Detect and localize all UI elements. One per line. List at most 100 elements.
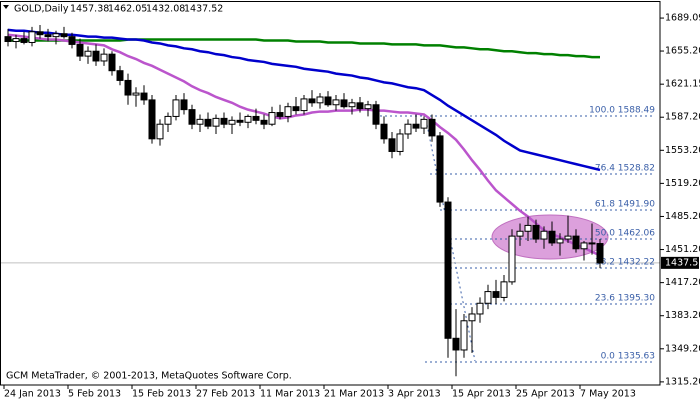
candle-body <box>388 138 396 152</box>
candle-body <box>196 118 204 125</box>
candle-body <box>12 38 20 43</box>
y-tick-label: 1689.09 <box>665 13 700 24</box>
header-high: 1462.05 <box>108 4 147 15</box>
header-low: 1432.08 <box>146 4 185 15</box>
y-tick-label: 1553.20 <box>665 145 700 156</box>
y-tick-label: 1451.20 <box>665 244 700 255</box>
candle-body <box>596 243 604 264</box>
candle-body <box>300 98 308 112</box>
candle-body <box>28 31 36 43</box>
candle-body <box>460 320 468 351</box>
candle-body <box>508 235 516 283</box>
candle-body <box>228 119 236 125</box>
candle-body <box>372 104 380 125</box>
candle-body <box>52 33 60 38</box>
candle-body <box>164 115 172 125</box>
y-tick-label: 1621.15 <box>665 79 700 90</box>
candle-body <box>156 123 164 140</box>
candle-body <box>60 33 68 38</box>
x-tick-label: 15 Apr 2013 <box>452 389 511 400</box>
x-tick-label: 7 May 2013 <box>580 389 636 400</box>
candle-body <box>412 123 420 129</box>
candle-body <box>100 53 108 62</box>
candle-body <box>500 281 508 298</box>
candle-body <box>20 38 28 43</box>
y-tick-label: 1315.20 <box>665 376 700 387</box>
candle-body <box>212 117 220 127</box>
candle-body <box>340 99 348 108</box>
candle-body <box>436 135 444 203</box>
y-tick-label: 1417.20 <box>665 277 700 288</box>
candle-body <box>404 123 412 135</box>
candle-body <box>364 104 372 110</box>
candle-body <box>76 43 84 57</box>
candle-body <box>108 53 116 72</box>
moving-average <box>7 33 601 257</box>
symbol: GOLD,Daily <box>14 4 69 15</box>
y-tick-label: 1349.20 <box>665 343 700 354</box>
candle-body <box>476 302 484 315</box>
candle-body <box>356 102 364 110</box>
plot: 100.0 1588.49 76.4 1528.82 61.8 1491.90 50.… <box>0 24 660 377</box>
x-tick-label: 24 Jan 2013 <box>4 389 61 400</box>
y-tick-label: 1519.20 <box>665 178 700 189</box>
candle-body <box>124 79 132 96</box>
candle-body <box>428 118 436 137</box>
y-tick-label: 1485.20 <box>665 211 700 222</box>
candle-body <box>244 115 252 123</box>
candle-body <box>580 242 588 250</box>
candle-body <box>292 106 300 112</box>
candle-body <box>516 230 524 237</box>
candle-body <box>308 98 316 104</box>
fib-label: 50.0 1462.06 <box>595 228 655 238</box>
candle-body <box>420 118 428 129</box>
x-tick-label: 3 Apr 2013 <box>388 389 441 400</box>
candle-body <box>396 133 404 152</box>
fib-label: 38.2 1432.22 <box>595 258 655 268</box>
y-tick-label: 1587.20 <box>665 112 700 123</box>
fib-label: 100.0 1588.49 <box>589 105 655 115</box>
candle-body <box>380 123 388 140</box>
price-tag <box>661 256 699 269</box>
header-close: 1437.52 <box>184 4 223 15</box>
candle-body <box>348 102 356 108</box>
x-tick-label: 11 Mar 2013 <box>260 389 320 400</box>
moving-average <box>8 38 600 59</box>
candle-body <box>92 50 100 62</box>
candle-body <box>540 230 548 240</box>
x-tick-label: 21 Mar 2013 <box>324 389 384 400</box>
fib-label: 61.8 1491.90 <box>595 199 655 209</box>
candle-body <box>180 99 188 111</box>
x-tick-label: 27 Feb 2013 <box>196 389 255 400</box>
candle-body <box>468 313 476 322</box>
y-tick-label: 1383.20 <box>665 310 700 321</box>
candle-body <box>252 115 260 121</box>
candle-body <box>204 118 212 127</box>
candle-body <box>556 238 564 244</box>
candle-body <box>588 242 596 245</box>
fib-label: 76.4 1528.82 <box>595 164 655 174</box>
candle-body <box>572 235 580 250</box>
candle-body <box>36 31 44 36</box>
candle-body <box>492 291 500 298</box>
moving-average <box>7 28 601 172</box>
x-tick-label: 25 Apr 2013 <box>516 389 575 400</box>
candle-body <box>276 112 284 117</box>
header-open: 1457.38 <box>70 4 109 15</box>
candle-body <box>332 99 340 106</box>
candle-body <box>4 36 12 43</box>
candle-body <box>236 119 244 123</box>
y-tick-label: 1655.20 <box>665 46 700 57</box>
candle-body <box>284 106 292 117</box>
candle-body <box>188 109 196 125</box>
candle-body <box>116 70 124 81</box>
candle-body <box>260 119 268 125</box>
fib-label: 23.6 1395.30 <box>595 293 655 303</box>
candle-body <box>444 201 452 339</box>
candle-body <box>84 50 92 57</box>
candle-body <box>172 99 180 117</box>
fib-label: 0.0 1335.63 <box>601 352 655 362</box>
candle-body <box>268 112 276 125</box>
